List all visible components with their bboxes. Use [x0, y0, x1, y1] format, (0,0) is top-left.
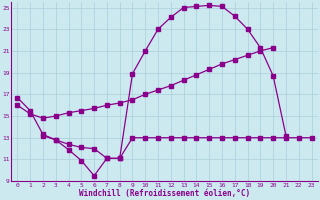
X-axis label: Windchill (Refroidissement éolien,°C): Windchill (Refroidissement éolien,°C): [79, 189, 250, 198]
